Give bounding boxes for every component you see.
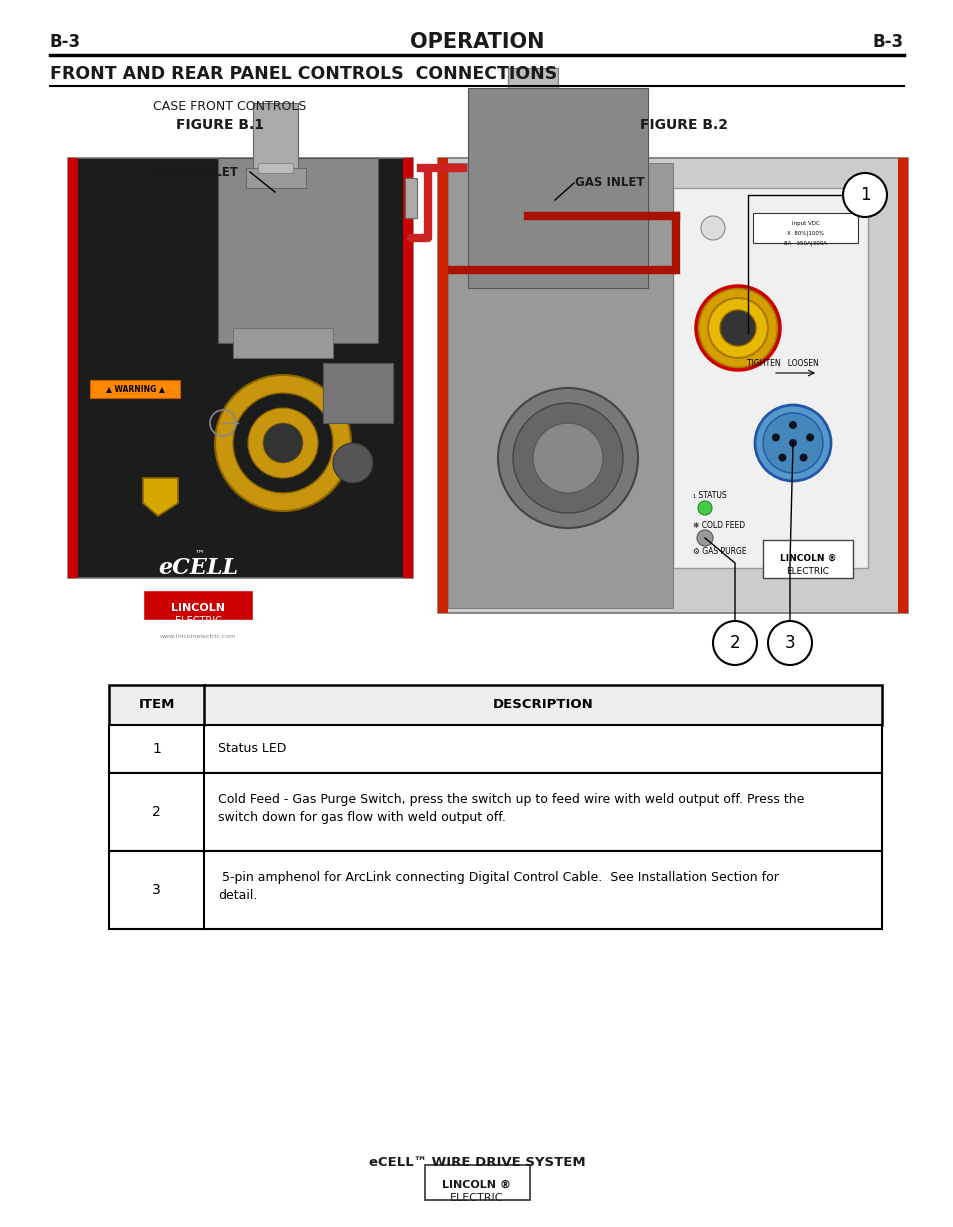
Text: LINCOLN ®: LINCOLN ® — [442, 1180, 511, 1190]
Bar — [68, 158, 78, 578]
Text: LINCOLN ®: LINCOLN ® — [779, 553, 836, 562]
Text: ⚙ GAS PURGE: ⚙ GAS PURGE — [692, 546, 746, 556]
Bar — [405, 178, 416, 218]
Polygon shape — [143, 479, 178, 517]
Bar — [78, 160, 402, 575]
Circle shape — [799, 454, 807, 461]
Circle shape — [762, 413, 822, 472]
Circle shape — [333, 443, 373, 483]
Circle shape — [712, 621, 757, 665]
Text: Input VDC: Input VDC — [791, 221, 819, 226]
Text: ELECTRIC: ELECTRIC — [785, 567, 828, 575]
Circle shape — [778, 454, 785, 461]
Text: WIRE DRIVE SYSTEM: WIRE DRIVE SYSTEM — [142, 582, 249, 591]
Text: 1: 1 — [152, 742, 161, 756]
Bar — [109, 773, 882, 852]
Circle shape — [788, 439, 796, 447]
Text: B-3: B-3 — [50, 33, 81, 52]
Circle shape — [263, 423, 303, 463]
Circle shape — [771, 433, 779, 442]
Circle shape — [788, 421, 796, 429]
Text: CASE FRONT CONTROLS: CASE FRONT CONTROLS — [153, 101, 306, 114]
Text: FRONT AND REAR PANEL CONTROLS  CONNECTIONS: FRONT AND REAR PANEL CONTROLS CONNECTION… — [50, 65, 557, 83]
Text: GAS OUTLET: GAS OUTLET — [154, 166, 237, 178]
Circle shape — [497, 388, 638, 528]
Bar — [109, 685, 882, 725]
Text: 8A   350A|300A: 8A 350A|300A — [783, 240, 826, 245]
Text: DESCRIPTION: DESCRIPTION — [492, 698, 593, 712]
Text: GAS INLET: GAS INLET — [575, 177, 644, 189]
Circle shape — [533, 423, 602, 493]
Bar — [762, 540, 852, 578]
Text: 5-pin amphenol for ArcLink connecting Digital Control Cable.  See Installation S: 5-pin amphenol for ArcLink connecting Di… — [218, 871, 778, 883]
Text: ITEM: ITEM — [138, 698, 174, 712]
Bar — [468, 88, 647, 288]
Bar — [109, 852, 882, 929]
Bar — [513, 163, 558, 183]
Bar — [90, 380, 180, 398]
Bar — [253, 103, 297, 173]
Circle shape — [720, 310, 755, 346]
Circle shape — [214, 375, 351, 510]
Bar — [497, 153, 567, 168]
Text: TIGHTEN   LOOSEN: TIGHTEN LOOSEN — [746, 358, 818, 368]
Text: ❄ COLD FEED: ❄ COLD FEED — [692, 521, 744, 530]
Bar — [437, 158, 907, 614]
Text: 2: 2 — [152, 805, 161, 818]
Bar — [448, 163, 672, 609]
Text: 1: 1 — [859, 187, 869, 204]
Circle shape — [805, 433, 813, 442]
Text: B-3: B-3 — [872, 33, 903, 52]
Bar — [257, 163, 293, 173]
Text: detail.: detail. — [218, 890, 257, 902]
Bar — [68, 158, 413, 578]
Circle shape — [513, 402, 622, 513]
Circle shape — [707, 298, 767, 358]
Text: www.lincolnelectric.com: www.lincolnelectric.com — [160, 633, 236, 638]
Circle shape — [698, 288, 778, 368]
Text: switch down for gas flow with weld output off.: switch down for gas flow with weld outpu… — [218, 811, 505, 825]
Bar — [424, 1164, 530, 1200]
Text: 2: 2 — [729, 634, 740, 652]
Bar — [323, 363, 393, 423]
Bar — [752, 213, 857, 243]
Circle shape — [700, 216, 724, 240]
Circle shape — [233, 393, 333, 493]
Bar — [897, 158, 907, 614]
Text: ELECTRIC: ELECTRIC — [174, 616, 221, 626]
Text: Cold Feed - Gas Purge Switch, press the switch up to feed wire with weld output : Cold Feed - Gas Purge Switch, press the … — [218, 793, 803, 806]
Text: 3: 3 — [152, 883, 161, 897]
Text: eCELL™ WIRE DRIVE SYSTEM: eCELL™ WIRE DRIVE SYSTEM — [368, 1157, 585, 1169]
Text: Status LED: Status LED — [218, 742, 286, 756]
Bar — [437, 158, 448, 614]
Bar — [143, 590, 253, 620]
Circle shape — [248, 409, 317, 479]
Bar — [672, 188, 867, 568]
Text: 3: 3 — [784, 634, 795, 652]
Circle shape — [754, 405, 830, 481]
Text: eCELL: eCELL — [158, 557, 238, 579]
Bar — [402, 158, 413, 578]
Bar — [507, 67, 558, 168]
Text: FIGURE B.1: FIGURE B.1 — [175, 118, 264, 133]
Bar — [109, 725, 882, 773]
Text: ™: ™ — [194, 548, 205, 558]
Text: FIGURE B.2: FIGURE B.2 — [639, 118, 727, 133]
Text: X  80%|100%: X 80%|100% — [786, 231, 823, 236]
Circle shape — [767, 621, 811, 665]
Circle shape — [697, 530, 712, 546]
Bar — [218, 158, 377, 344]
Text: LINCOLN: LINCOLN — [171, 602, 225, 614]
Bar — [246, 168, 306, 188]
Text: ▲ WARNING ▲: ▲ WARNING ▲ — [106, 384, 164, 394]
Circle shape — [842, 173, 886, 217]
Text: OPERATION: OPERATION — [410, 32, 543, 52]
Circle shape — [698, 501, 711, 515]
Bar — [233, 328, 333, 358]
Text: ELECTRIC: ELECTRIC — [450, 1193, 503, 1202]
Text: ₁ STATUS: ₁ STATUS — [692, 492, 726, 501]
